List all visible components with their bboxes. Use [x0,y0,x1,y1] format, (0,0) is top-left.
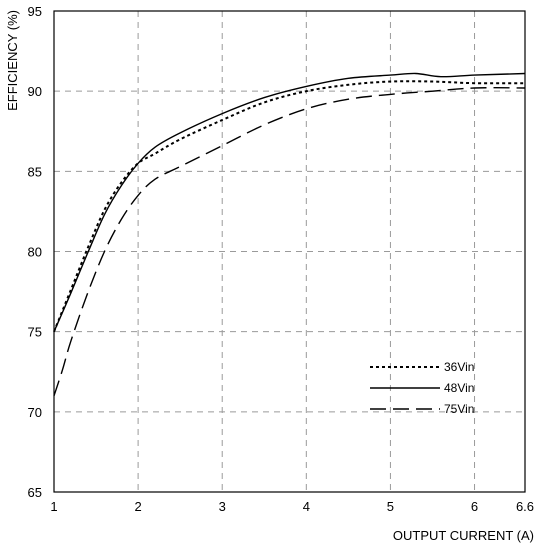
legend-label-36Vin: 36Vin [444,360,474,374]
x-tick-label: 4 [303,499,310,514]
legend: 36Vin 48Vin 75Vin [370,360,474,416]
y-tick-label: 95 [28,4,42,19]
x-tick-label: 6 [471,499,478,514]
series-line-36Vin [53,80,526,333]
y-tick-label: 90 [28,84,42,99]
grid [54,11,525,492]
series-lines [53,72,526,397]
x-tick-label: 2 [134,499,141,514]
legend-label-75Vin: 75Vin [444,402,474,416]
y-tick-label: 75 [28,325,42,340]
x-tick-label: 5 [387,499,394,514]
x-tick-label: 6.6 [516,499,534,514]
y-axis-title: EFFICIENCY (%) [5,10,20,111]
x-axis-title: OUTPUT CURRENT (A) [393,528,534,543]
plot-frame [53,10,526,493]
tick-labels: 1 2 3 4 5 6 6.6 65 70 75 80 85 90 95 [28,4,535,514]
x-tick-label: 1 [50,499,57,514]
y-tick-label: 85 [28,164,42,179]
y-tick-label: 70 [28,405,42,420]
y-tick-label: 65 [28,485,42,500]
legend-label-48Vin: 48Vin [444,381,474,395]
y-tick-label: 80 [28,245,42,260]
series-line-48Vin [53,72,526,332]
x-tick-label: 3 [219,499,226,514]
series-line-75Vin [53,87,526,397]
